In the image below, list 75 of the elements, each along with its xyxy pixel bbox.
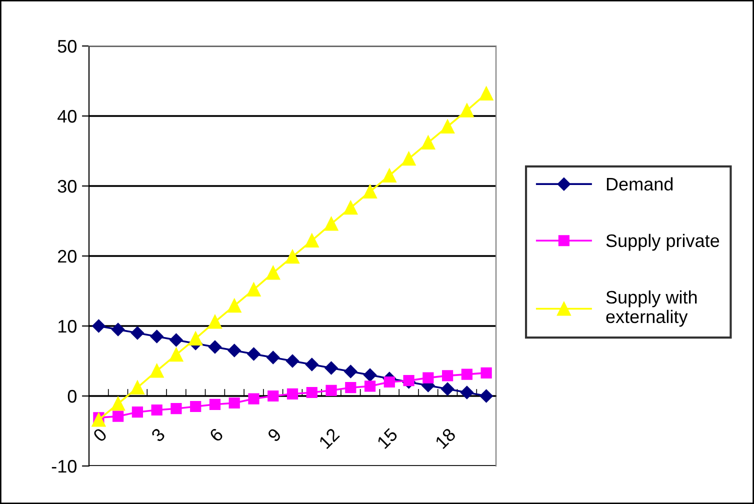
- point: [248, 393, 260, 404]
- x-tick-label: 0: [92, 427, 108, 443]
- point: [130, 380, 144, 395]
- point: [324, 216, 338, 231]
- point: [461, 368, 472, 380]
- y-tick-label: 40: [58, 110, 76, 123]
- point: [111, 322, 125, 336]
- x-tick-label: 12: [318, 428, 340, 450]
- point: [460, 103, 474, 118]
- point: [422, 372, 434, 384]
- legend-label: Supply with externality: [606, 290, 697, 327]
- point: [304, 234, 319, 248]
- x-tick-label: 15: [376, 428, 398, 450]
- point: [345, 382, 356, 394]
- point: [227, 298, 242, 313]
- point: [190, 400, 202, 412]
- point: [286, 354, 300, 368]
- point: [363, 368, 377, 382]
- point: [209, 398, 221, 410]
- y-tick-label: 50: [58, 40, 76, 53]
- point: [150, 330, 164, 344]
- x-tick-label: 6: [208, 427, 224, 442]
- point: [266, 350, 280, 364]
- point: [268, 390, 279, 402]
- point: [384, 376, 395, 388]
- point: [92, 319, 106, 333]
- point: [326, 384, 337, 396]
- x-tick-label: 9: [266, 427, 282, 442]
- point: [92, 412, 106, 427]
- point: [132, 406, 144, 418]
- y-tick-label: -10: [52, 460, 76, 473]
- point: [286, 388, 298, 400]
- point: [228, 344, 241, 358]
- point: [151, 404, 162, 416]
- x-tick-label: 18: [434, 427, 456, 450]
- point: [440, 120, 454, 134]
- point: [460, 386, 474, 400]
- point: [188, 332, 203, 346]
- point: [403, 375, 414, 386]
- point: [442, 370, 454, 382]
- point: [208, 340, 222, 354]
- point: [324, 361, 338, 375]
- legend-label: Supply private: [606, 234, 720, 251]
- point: [111, 396, 126, 411]
- point: [228, 397, 240, 409]
- point: [286, 250, 300, 264]
- point: [344, 364, 358, 378]
- point: [421, 136, 436, 150]
- point: [130, 326, 144, 340]
- point: [364, 380, 376, 392]
- y-tick-label: 0: [68, 390, 76, 403]
- point: [306, 386, 318, 398]
- point: [112, 410, 124, 422]
- point: [246, 282, 261, 297]
- point: [402, 152, 416, 166]
- point: [150, 364, 164, 378]
- x-tick-label: 3: [150, 427, 166, 443]
- point: [266, 266, 280, 280]
- y-tick-label: 30: [58, 180, 76, 193]
- point: [169, 348, 184, 362]
- point: [480, 389, 493, 403]
- point: [479, 86, 494, 101]
- y-tick-label: 10: [58, 320, 76, 333]
- point: [382, 168, 396, 182]
- point: [480, 367, 492, 378]
- legend-label: Demand: [606, 177, 673, 191]
- point: [170, 403, 182, 414]
- y-tick-label: 20: [58, 250, 76, 263]
- point: [247, 347, 260, 361]
- point: [440, 382, 454, 396]
- point: [363, 184, 377, 199]
- point: [208, 314, 222, 329]
- point: [305, 358, 318, 372]
- point: [170, 333, 183, 347]
- point: [344, 200, 358, 215]
